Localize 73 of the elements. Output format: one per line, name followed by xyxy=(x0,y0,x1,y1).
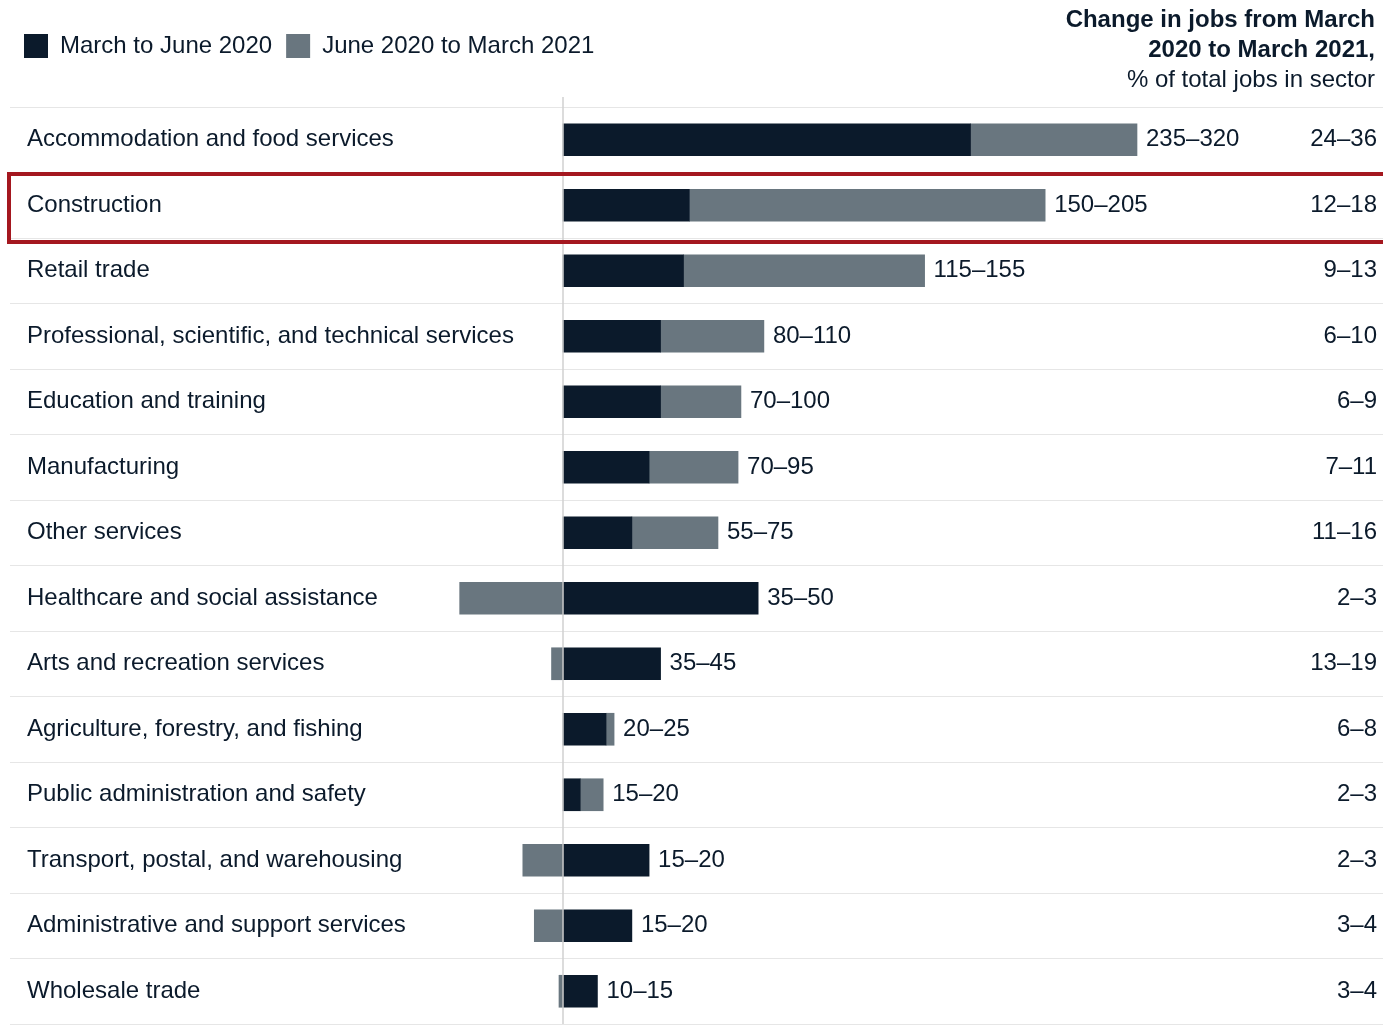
bar xyxy=(562,450,650,484)
bar xyxy=(562,188,690,222)
text: 6–9 xyxy=(1336,386,1377,414)
bar xyxy=(459,581,564,615)
total-label: 35–50 xyxy=(767,582,834,610)
bar xyxy=(562,516,633,550)
bar xyxy=(533,909,564,943)
y-tick-label: Professional, scientific, and technical services xyxy=(27,320,514,348)
y-tick-label: Manufacturing xyxy=(27,451,180,479)
bar xyxy=(562,778,581,812)
text: 7–11 xyxy=(1325,451,1377,479)
y-tick-label: Public administration and safety xyxy=(27,779,366,807)
bar xyxy=(605,712,615,746)
text: 2–3 xyxy=(1336,844,1377,872)
text: 2–3 xyxy=(1336,582,1377,610)
text: Change in jobs from March 2020 to March 2021, xyxy=(1064,4,1375,64)
bar xyxy=(562,974,598,1008)
bar xyxy=(551,647,564,681)
total-label: 70–100 xyxy=(749,386,831,414)
legend-label: June 2020 to March 2021 xyxy=(322,30,595,58)
bar xyxy=(683,254,925,288)
y-tick-label: Accommodation and food services xyxy=(27,124,394,152)
bar xyxy=(562,712,607,746)
y-tick-label: Agriculture, forestry, and fishing xyxy=(27,713,363,741)
text: 11–16 xyxy=(1312,517,1377,545)
bar xyxy=(562,647,661,681)
bar xyxy=(648,450,739,484)
text: 2–3 xyxy=(1336,779,1377,807)
bar xyxy=(562,254,684,288)
text: 6–10 xyxy=(1323,320,1377,348)
bar xyxy=(660,319,765,353)
total-label: 15–20 xyxy=(658,844,725,872)
bar xyxy=(562,581,759,615)
total-label: 15–20 xyxy=(640,910,708,938)
total-label: 35–45 xyxy=(669,648,737,676)
bar xyxy=(562,319,661,353)
bar xyxy=(970,123,1138,157)
bar xyxy=(688,188,1046,222)
total-label: 150–205 xyxy=(1054,189,1148,217)
total-label: 235–320 xyxy=(1146,124,1240,152)
y-tick-label: Other services xyxy=(27,517,182,545)
y-tick-label: Construction xyxy=(27,189,162,217)
total-label: 15–20 xyxy=(612,779,679,807)
y-tick-label: Education and training xyxy=(27,386,266,414)
y-tick-label: Healthcare and social assistance xyxy=(27,582,378,610)
bar xyxy=(562,385,661,419)
bar xyxy=(579,778,604,812)
text: 3–4 xyxy=(1336,910,1377,938)
total-label: 10–15 xyxy=(606,975,674,1003)
bar xyxy=(522,843,564,877)
total-label: 55–75 xyxy=(726,517,794,545)
y-tick-label: Wholesale trade xyxy=(27,975,201,1003)
text: 9–13 xyxy=(1323,255,1377,283)
text: 6–8 xyxy=(1336,713,1377,741)
bar xyxy=(562,123,971,157)
legend-label: March to June 2020 xyxy=(60,30,273,58)
text: % of total jobs in sector xyxy=(1125,64,1375,94)
total-label: 115–155 xyxy=(933,255,1026,283)
text: 3–4 xyxy=(1336,975,1377,1003)
bar xyxy=(562,843,650,877)
bar xyxy=(562,909,633,943)
bar xyxy=(631,516,719,550)
total-label: 80–110 xyxy=(772,320,852,348)
total-label: 20–25 xyxy=(623,713,690,741)
total-label: 70–95 xyxy=(747,451,814,479)
bar xyxy=(660,385,742,419)
y-tick-label: Administrative and support services xyxy=(27,910,406,938)
text: 12–18 xyxy=(1310,189,1377,217)
y-tick-label: Retail trade xyxy=(27,255,150,283)
y-tick-label: Arts and recreation services xyxy=(27,648,325,676)
text: 24–36 xyxy=(1310,124,1377,152)
text: 13–19 xyxy=(1310,648,1377,676)
y-tick-label: Transport, postal, and warehousing xyxy=(27,844,403,872)
